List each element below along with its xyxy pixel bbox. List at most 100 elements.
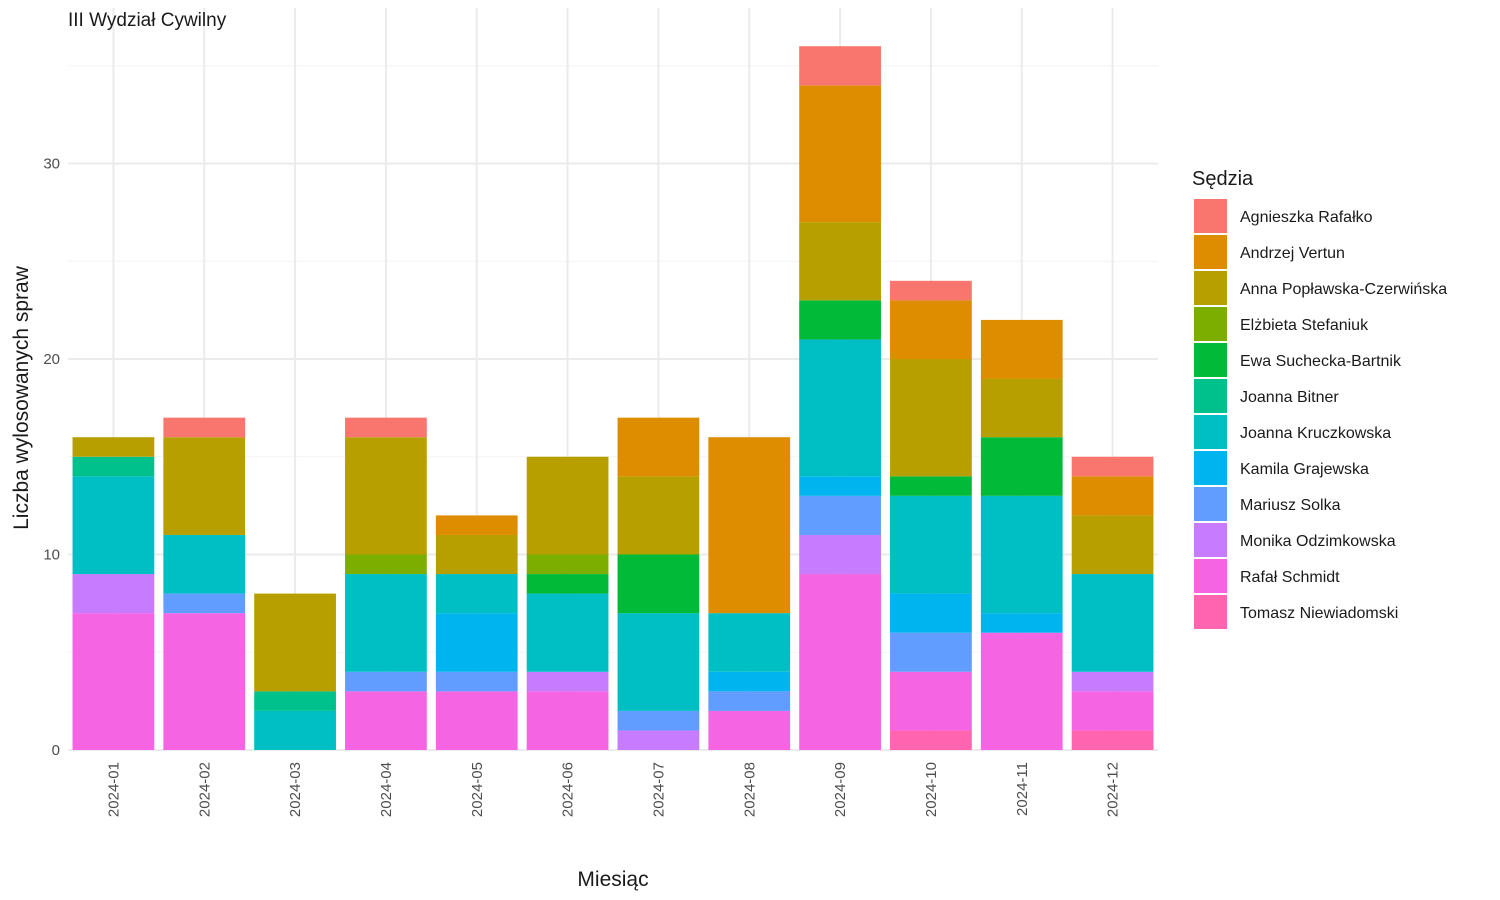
bar-segment (708, 710, 791, 750)
bar-segment (526, 574, 609, 594)
x-axis-ticks: 2024-01 2024-02 2024-03 2024-04 2024-05 2024-… (105, 762, 1121, 817)
chart-title: III Wydział Cywilny (68, 10, 227, 31)
legend-label: Joanna Kruczkowska (1240, 425, 1391, 442)
x-tick-label: 2024-06 (560, 762, 577, 817)
bar-segment (890, 671, 972, 731)
y-tick-label: 10 (43, 547, 60, 564)
x-tick-label: 2024-12 (1105, 762, 1122, 817)
bar-segment (617, 613, 700, 711)
legend-label: Ewa Suchecka-Bartnik (1240, 353, 1402, 370)
legend-swatch (1194, 379, 1227, 413)
legend-swatch (1194, 343, 1227, 377)
legend-label: Tomasz Niewiadomski (1240, 605, 1398, 622)
bar-segment (617, 554, 700, 614)
x-tick-label: 2024-01 (105, 762, 122, 817)
legend-label: Andrzej Vertun (1240, 245, 1345, 262)
bar-segment (890, 495, 972, 594)
legend-title: Sędzia (1192, 168, 1254, 190)
bar-segment (708, 671, 791, 692)
bar-segment (435, 691, 518, 750)
legend-label: Kamila Grajewska (1240, 461, 1369, 478)
bar-segment (799, 534, 881, 575)
x-axis-title: Miesiąc (577, 868, 648, 891)
legend: Sędzia Agnieszka Rafałko Andrzej Vertun An… (1192, 168, 1447, 629)
bar-segment (1071, 574, 1154, 672)
x-tick-label: 2024-05 (469, 762, 486, 817)
bar-segment (72, 456, 155, 477)
bar-segment (526, 593, 609, 672)
bar-segment (708, 691, 791, 711)
bar-segment (980, 319, 1063, 379)
bar-segment (526, 456, 609, 555)
bar-segment (799, 574, 881, 750)
bar-segment (890, 632, 972, 672)
bar-segment (345, 437, 427, 555)
bar-segment (799, 339, 881, 477)
bar-segment (163, 534, 246, 594)
bar-segment (1071, 671, 1154, 692)
bar-segment (708, 437, 791, 614)
bar-segment (890, 730, 972, 750)
bar-segment (799, 46, 881, 86)
bar-segment (1071, 515, 1154, 575)
bar-segment (980, 495, 1063, 614)
bar-segment (254, 593, 336, 692)
bar-segment (1071, 456, 1154, 477)
x-tick-label: 2024-09 (832, 762, 849, 817)
x-tick-label: 2024-11 (1014, 762, 1031, 816)
bar-segment (526, 671, 609, 692)
bar-segment (526, 554, 609, 575)
legend-label: Anna Popławska-Czerwińska (1240, 281, 1447, 298)
bar-segment (799, 476, 881, 496)
bar-segment (163, 437, 246, 535)
y-tick-label: 30 (43, 156, 60, 173)
legend-swatch (1194, 559, 1227, 593)
legend-swatch (1194, 307, 1227, 341)
y-axis-ticks: 0 10 20 30 (43, 156, 60, 760)
legend-label: Monika Odzimkowska (1240, 533, 1396, 550)
bar-segment (617, 417, 700, 477)
legend-swatch (1194, 595, 1227, 629)
bar-segment (617, 710, 700, 731)
bar-segment (435, 515, 518, 535)
bar-segment (890, 359, 972, 477)
bar-segment (980, 437, 1063, 496)
bar-segment (980, 378, 1063, 438)
bar-segment (890, 280, 972, 301)
legend-label: Elżbieta Stefaniuk (1240, 317, 1369, 334)
bar-segment (345, 691, 427, 750)
legend-swatch (1194, 199, 1227, 233)
bar-segment (435, 613, 518, 672)
bar-segment (526, 691, 609, 750)
y-tick-label: 20 (43, 351, 60, 368)
bar-segment (163, 593, 246, 614)
bar-segment (435, 534, 518, 575)
y-tick-label: 0 (52, 742, 60, 759)
legend-label: Agnieszka Rafałko (1240, 209, 1373, 226)
bar-segment (980, 632, 1063, 750)
bar-segment (163, 613, 246, 750)
legend-label: Mariusz Solka (1240, 497, 1341, 514)
bar-segment (254, 710, 336, 750)
bar-segment (72, 476, 155, 575)
y-axis-title: Liczba wylosowanych spraw (10, 265, 33, 530)
x-tick-label: 2024-04 (378, 762, 395, 817)
bar-segment (890, 593, 972, 633)
bar-segment (254, 691, 336, 711)
legend-label: Rafał Schmidt (1240, 569, 1340, 586)
bar-segment (890, 300, 972, 359)
bar-segment (617, 476, 700, 555)
bar-segment (799, 300, 881, 340)
bar-segment (799, 222, 881, 301)
x-tick-label: 2024-08 (741, 762, 758, 817)
bar-segment (72, 437, 155, 457)
bar-segment (345, 554, 427, 575)
legend-swatch (1194, 451, 1227, 485)
bar-segment (799, 495, 881, 535)
legend-swatch (1194, 415, 1227, 449)
bar-segment (799, 85, 881, 223)
legend-swatch (1194, 487, 1227, 521)
bar-segment (72, 574, 155, 614)
bar-segment (1071, 476, 1154, 516)
x-tick-label: 2024-07 (650, 762, 667, 817)
